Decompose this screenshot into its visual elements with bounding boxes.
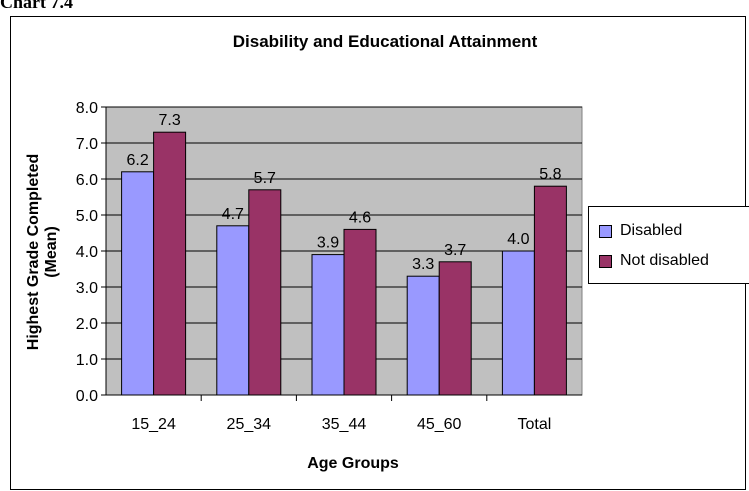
y-tick-label: 2.0 <box>76 316 98 333</box>
y-axis-label-line-1: Highest Grade Completed <box>25 154 42 350</box>
bar-labels: 6.2 7.3 4.7 5.7 3.9 4.6 3.3 3.7 4.0 5.8 <box>126 112 561 273</box>
bar-not-disabled-25_34 <box>248 189 282 396</box>
legend-item-disabled: Disabled <box>599 221 682 241</box>
bar-disabled-15_24 <box>121 171 155 396</box>
data-label: 4.7 <box>222 206 244 223</box>
data-label: 7.3 <box>158 112 180 129</box>
x-tick-label: 15_24 <box>131 416 176 433</box>
legend-item-not-disabled: Not disabled <box>599 251 709 271</box>
legend-swatch-not-disabled <box>599 254 612 268</box>
bar-not-disabled-45_60 <box>438 261 472 396</box>
data-label: 5.7 <box>254 170 276 187</box>
bar-disabled-25_34 <box>216 225 250 396</box>
y-tick-label: 6.0 <box>76 172 98 189</box>
y-tick-label: 7.0 <box>76 136 98 153</box>
bar-disabled-45_60 <box>406 275 440 396</box>
page-heading: Chart 7.4 <box>0 0 73 12</box>
legend-swatch-disabled <box>599 224 612 238</box>
y-axis-label-line-2: (Mean) <box>43 226 60 278</box>
y-tick-label: 4.0 <box>76 244 98 261</box>
y-tick-label: 3.0 <box>76 280 98 297</box>
data-label: 3.3 <box>412 256 434 273</box>
data-label: 3.7 <box>444 242 466 259</box>
x-tick-labels: 15_24 25_34 35_44 45_60 Total <box>131 416 551 433</box>
bar-not-disabled-15_24 <box>153 131 187 396</box>
bar-not-disabled-35_44 <box>343 228 377 396</box>
axes <box>101 106 582 401</box>
legend-label-disabled: Disabled <box>620 222 683 239</box>
data-label: 6.2 <box>126 152 148 169</box>
data-label: 4.0 <box>507 231 529 248</box>
y-tick-label: 1.0 <box>76 352 98 369</box>
data-label: 4.6 <box>349 209 371 226</box>
bar-not-disabled-Total <box>533 185 567 396</box>
x-tick-label: 45_60 <box>417 416 462 433</box>
y-tick-label: 8.0 <box>76 100 98 117</box>
chart-title: Disability and Educational Attainment <box>233 32 538 51</box>
bars <box>121 131 567 396</box>
y-tick-labels: 0.0 1.0 2.0 3.0 4.0 5.0 6.0 7.0 8.0 <box>76 100 98 405</box>
data-label: 5.8 <box>539 166 561 183</box>
legend-label-not-disabled: Not disabled <box>620 252 709 269</box>
bar-disabled-35_44 <box>311 254 345 396</box>
bar-disabled-Total <box>501 250 535 396</box>
data-label: 3.9 <box>317 235 339 252</box>
y-tick-label: 0.0 <box>76 388 98 405</box>
x-tick-label: 35_44 <box>322 416 367 433</box>
x-axis-label: Age Groups <box>307 455 399 472</box>
y-tick-label: 5.0 <box>76 208 98 225</box>
x-tick-label: Total <box>518 416 552 433</box>
legend: Disabled Not disabled <box>588 206 749 284</box>
x-tick-label: 25_34 <box>227 416 272 433</box>
